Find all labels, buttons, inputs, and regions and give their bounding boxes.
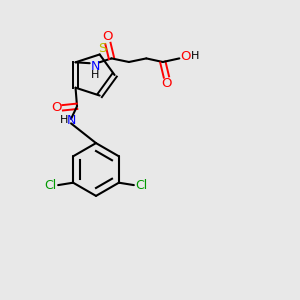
Text: N: N bbox=[67, 114, 76, 127]
Text: Cl: Cl bbox=[44, 178, 57, 192]
Text: H: H bbox=[91, 70, 99, 80]
Text: O: O bbox=[51, 101, 61, 114]
Text: Cl: Cl bbox=[135, 178, 148, 192]
Text: O: O bbox=[161, 77, 172, 90]
Text: H: H bbox=[60, 116, 68, 125]
Text: N: N bbox=[90, 60, 100, 73]
Text: S: S bbox=[98, 42, 106, 55]
Text: O: O bbox=[181, 50, 191, 63]
Text: O: O bbox=[103, 30, 113, 43]
Text: H: H bbox=[191, 51, 199, 61]
